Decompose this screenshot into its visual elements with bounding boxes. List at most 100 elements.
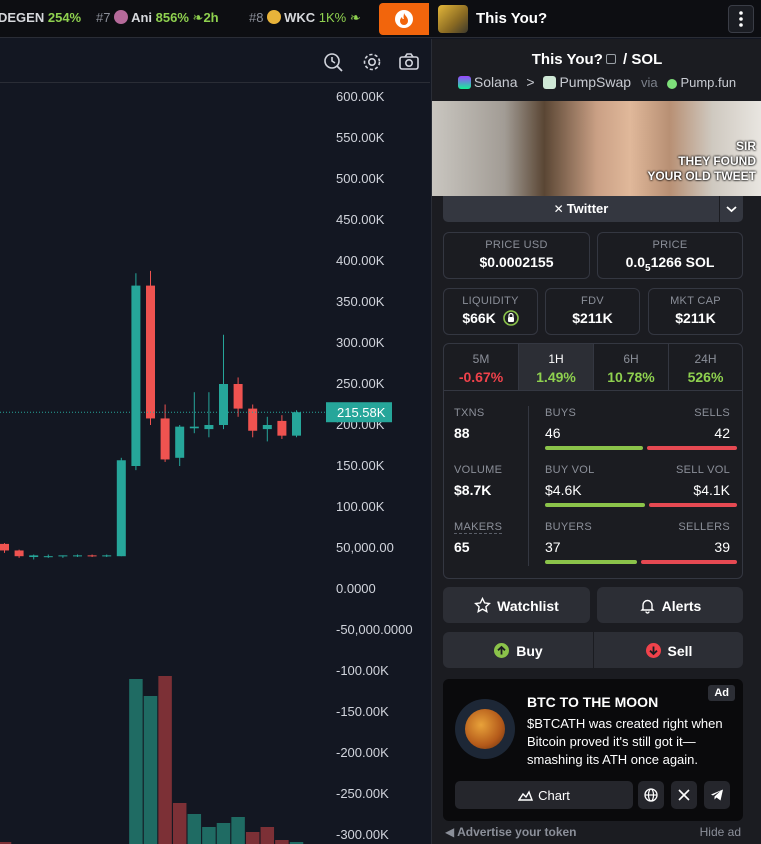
candle	[14, 550, 24, 557]
candle	[233, 384, 243, 409]
ad-chart-button[interactable]: Chart	[455, 781, 633, 809]
ad-badge: Ad	[708, 685, 735, 701]
candle	[262, 425, 272, 430]
pumpswap-icon	[543, 76, 557, 89]
clock-search-icon	[324, 53, 343, 72]
candle	[146, 285, 155, 419]
buy-vol-bar	[545, 503, 645, 507]
candle	[160, 418, 170, 460]
pill-icon	[667, 79, 678, 89]
candle	[29, 555, 39, 558]
volume-bar	[129, 679, 143, 844]
chart-toolbar	[0, 39, 430, 83]
ad-token-logo	[455, 699, 515, 759]
candle	[131, 285, 141, 466]
token-avatar-icon	[114, 10, 129, 24]
tab-1h[interactable]: 1H 1.49%	[519, 344, 594, 391]
hot-toggle-button[interactable]	[379, 3, 429, 35]
volume-bar	[245, 832, 260, 844]
alerts-button[interactable]: Alerts	[597, 587, 743, 623]
candle	[87, 555, 97, 557]
buyers-bar	[545, 560, 637, 564]
y-axis-label: 300.00K	[336, 335, 385, 350]
y-axis-label: 550.00K	[336, 130, 385, 145]
more-menu-button[interactable]	[728, 5, 754, 33]
tab-24h[interactable]: 24H 526%	[669, 344, 742, 391]
volume-bar	[260, 827, 275, 844]
socials-expand-button[interactable]	[720, 196, 743, 222]
ad-title: BTC TO THE MOON	[527, 694, 659, 710]
candle	[204, 425, 214, 430]
ticker-item-ani[interactable]: #7 Ani 856% ❧2h	[96, 10, 219, 25]
candle	[116, 460, 126, 557]
pair-title: This You? / SOL	[531, 51, 663, 68]
star-icon	[474, 596, 492, 613]
volume-bar	[231, 817, 245, 844]
current-price-badge	[326, 402, 392, 423]
settings-button[interactable]	[361, 51, 383, 73]
moon-icon	[465, 709, 505, 749]
watchlist-button[interactable]: Watchlist	[443, 587, 590, 623]
chevron-down-icon	[726, 206, 737, 213]
candlestick-chart[interactable]: 600.00K 550.00K 500.00K 450.00K 400.00K 350.0…	[0, 83, 430, 844]
screenshot-button[interactable]	[398, 51, 420, 73]
y-axis-label: -50,000.0000	[336, 622, 413, 637]
y-axis-label: 50,000.00	[336, 540, 394, 555]
y-axis-label: 450.00K	[336, 212, 385, 227]
candle	[73, 555, 82, 557]
sell-vol-bar	[649, 503, 737, 507]
buy-button[interactable]: Buy	[443, 632, 593, 668]
sponsored-ad-card[interactable]: Ad BTC TO THE MOON $BTCATH was created r…	[443, 679, 743, 821]
seedling-icon: ❧	[349, 10, 361, 25]
volume-bar	[216, 823, 231, 844]
arrow-up-circle-icon	[494, 643, 510, 658]
camera-icon	[399, 53, 419, 70]
divider	[528, 406, 529, 566]
candle	[189, 426, 199, 429]
volume-bar	[275, 840, 289, 844]
banner-caption: SIR THEY FOUND YOUR OLD TWEET	[647, 139, 756, 183]
token-name: This You?	[476, 10, 548, 27]
gear-icon	[363, 53, 381, 71]
breadcrumb: Solana > PumpSwap via Pump.fun	[432, 74, 761, 90]
candle	[0, 543, 9, 551]
tab-6h[interactable]: 6H 10.78%	[594, 344, 669, 391]
volume-bar	[202, 827, 216, 844]
sell-button[interactable]: Sell	[594, 632, 743, 668]
volume-bar	[289, 842, 304, 844]
lock-icon[interactable]	[502, 310, 519, 326]
current-price-label: 215.58K	[337, 405, 386, 420]
replay-tool-button[interactable]	[322, 51, 344, 73]
solana-icon	[457, 76, 471, 89]
twitter-link-button[interactable]: ✕ Twitter	[443, 196, 719, 222]
token-banner-image: SIR THEY FOUND YOUR OLD TWEET	[432, 101, 761, 196]
advertise-link[interactable]: ◀ Advertise your token	[445, 825, 577, 839]
candle	[219, 384, 228, 425]
seedling-icon: ❧	[192, 10, 204, 25]
volume-bar	[0, 842, 12, 844]
ad-telegram-button[interactable]	[704, 781, 730, 809]
candle	[248, 408, 258, 431]
arrow-down-circle-icon	[645, 643, 661, 658]
candle	[277, 420, 287, 436]
tab-5m[interactable]: 5M -0.67%	[444, 344, 519, 391]
price-sol-box: PRICE 0.051266 SOL	[597, 232, 743, 279]
token-avatar-icon	[267, 10, 282, 24]
copy-icon[interactable]	[605, 54, 616, 64]
liquidity-box: LIQUIDITY $66K	[443, 288, 538, 335]
sellers-bar	[641, 560, 737, 564]
megaphone-icon: ◀	[445, 825, 455, 839]
y-axis-label: 100.00K	[336, 499, 385, 514]
candle	[43, 556, 53, 558]
volume-bar	[172, 803, 187, 844]
candle	[102, 555, 112, 557]
timeframe-stats: 5M -0.67% 1H 1.49% 6H 10.78% 24H 526% TX…	[443, 343, 743, 579]
price-chart-area[interactable]: 600.00K 550.00K 500.00K 450.00K 400.00K 350.0…	[0, 39, 430, 844]
y-axis-label: -100.00K	[336, 663, 389, 678]
ticker-item-degen[interactable]: DEGEN 254%	[0, 10, 82, 25]
ad-website-button[interactable]	[638, 781, 664, 809]
ad-x-button[interactable]	[671, 781, 697, 809]
ticker-item-wkc[interactable]: #8 WKC 1K% ❧	[249, 10, 361, 25]
hide-ad-link[interactable]: Hide ad	[699, 825, 741, 839]
candle	[175, 426, 185, 458]
